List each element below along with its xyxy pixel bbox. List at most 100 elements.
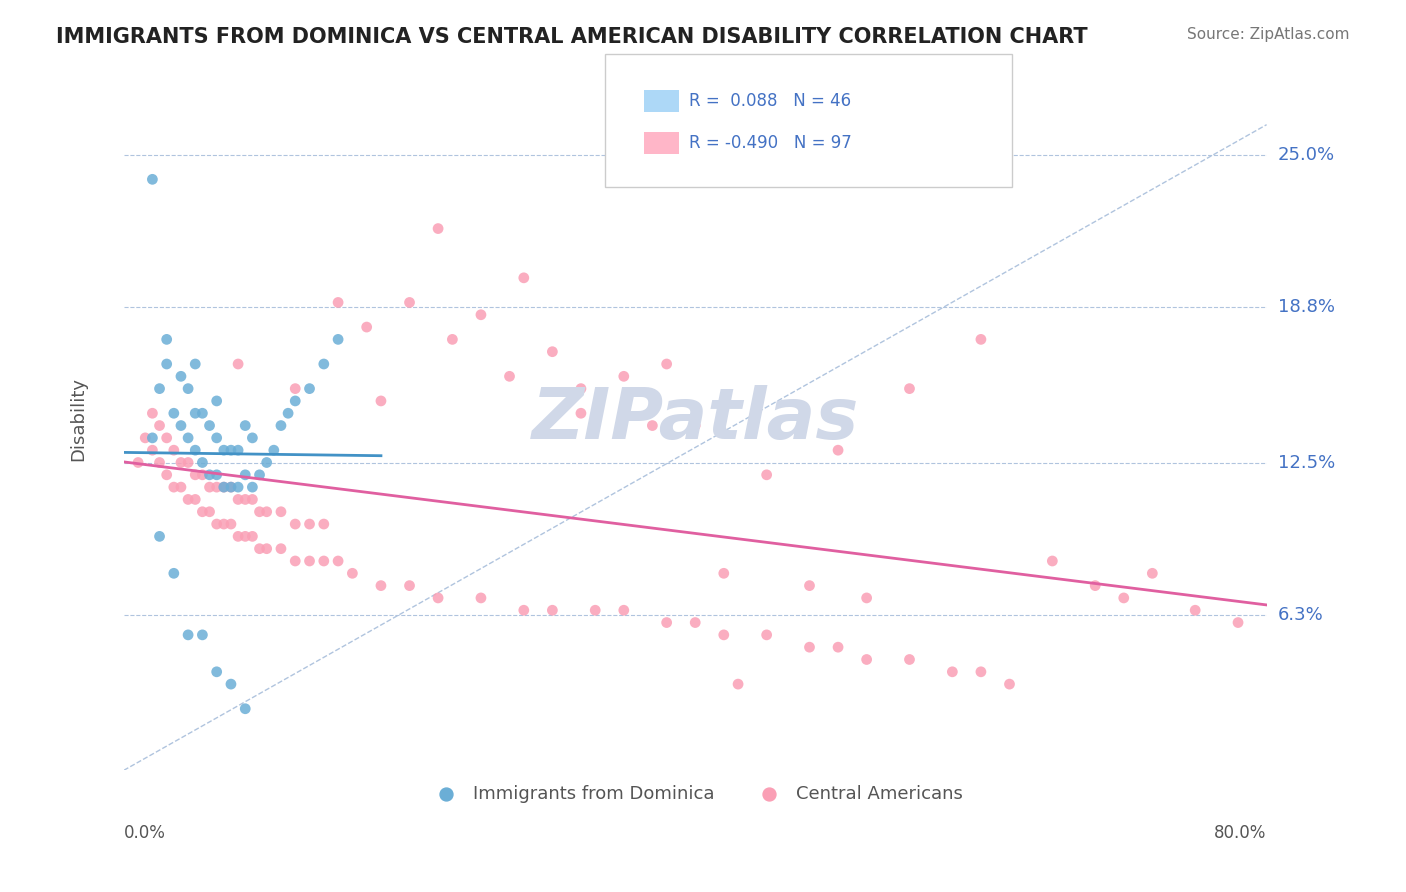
Point [191,467,214,482]
Point [170,480,193,494]
Point [184,467,207,482]
Point [470,591,492,605]
Point [148,382,170,396]
Point [226,529,249,543]
Point [755,467,778,482]
Point [398,579,420,593]
Point [1084,579,1107,593]
Point [855,652,877,666]
Point [270,505,292,519]
Text: 12.5%: 12.5% [1278,453,1336,472]
Point [270,418,292,433]
Point [141,172,163,186]
Legend: Immigrants from Dominica, Central Americans: Immigrants from Dominica, Central Americ… [420,778,970,811]
Point [270,541,292,556]
Point [256,505,278,519]
Point [205,431,228,445]
Point [298,517,321,532]
Point [683,615,706,630]
Point [256,541,278,556]
Point [212,480,235,494]
Point [198,467,221,482]
Point [184,357,207,371]
Point [205,517,228,532]
Point [755,628,778,642]
Point [898,382,921,396]
Point [641,418,664,433]
Point [727,677,749,691]
Point [356,320,378,334]
Point [470,308,492,322]
Point [163,566,186,581]
Point [1112,591,1135,605]
Text: ZIPatlas: ZIPatlas [531,385,859,454]
Point [284,393,307,408]
Point [148,456,170,470]
Point [191,406,214,420]
Point [569,406,592,420]
Point [205,467,228,482]
Point [970,665,993,679]
Point [326,295,349,310]
Point [156,431,179,445]
Point [198,418,221,433]
Point [170,418,193,433]
Point [513,270,536,285]
Point [569,382,592,396]
Point [298,382,321,396]
Point [170,456,193,470]
Point [1142,566,1164,581]
Point [177,431,200,445]
Point [148,418,170,433]
Point [170,369,193,384]
Point [284,382,307,396]
Point [441,332,464,346]
Point [163,443,186,458]
Point [242,480,264,494]
Point [191,628,214,642]
Point [513,603,536,617]
Point [141,406,163,420]
Point [127,456,149,470]
Point [198,480,221,494]
Text: Source: ZipAtlas.com: Source: ZipAtlas.com [1187,27,1350,42]
Point [298,554,321,568]
Point [219,443,242,458]
Point [242,431,264,445]
Text: 18.8%: 18.8% [1278,298,1336,317]
Point [226,443,249,458]
Point [226,480,249,494]
Point [326,332,349,346]
Point [226,357,249,371]
Point [205,480,228,494]
Point [427,591,450,605]
Point [799,640,821,655]
Point [249,541,271,556]
Point [284,554,307,568]
Point [226,492,249,507]
Point [284,517,307,532]
Point [613,369,636,384]
Point [205,393,228,408]
Point [156,357,179,371]
Point [655,615,678,630]
Point [233,467,256,482]
Point [713,628,735,642]
Point [184,406,207,420]
Point [827,640,849,655]
Point [312,554,335,568]
Point [177,382,200,396]
Point [263,443,285,458]
Point [342,566,364,581]
Point [219,517,242,532]
Point [583,603,606,617]
Point [398,295,420,310]
Point [370,393,392,408]
Point [498,369,520,384]
Point [312,517,335,532]
Point [277,406,299,420]
Point [219,480,242,494]
Point [212,443,235,458]
Point [898,652,921,666]
Point [541,344,564,359]
